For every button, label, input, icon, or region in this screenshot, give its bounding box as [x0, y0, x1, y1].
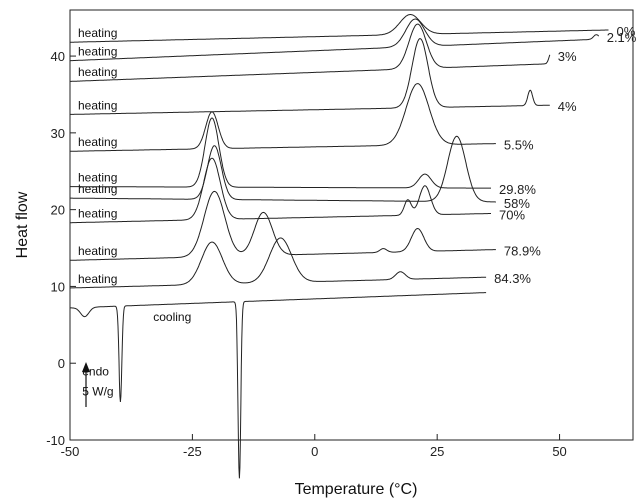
endo-annotation: endo [82, 365, 109, 379]
heating-curve [70, 157, 491, 224]
cooling-curve [70, 292, 487, 479]
scale-annotation: 5 W/g [82, 384, 113, 398]
thermogram-curves [69, 14, 609, 479]
heating-label: heating [78, 182, 117, 196]
heating-label: heating [78, 44, 117, 58]
series-name-label: 5.5% [504, 138, 534, 153]
heating-label: heating [78, 135, 117, 149]
heating-curve [69, 14, 609, 43]
heating-label: heating [78, 207, 117, 221]
y-tick-label: 20 [51, 203, 65, 218]
heating-label: heating [78, 272, 117, 286]
y-tick-label: -10 [46, 433, 65, 448]
heating-label: heating [78, 98, 117, 112]
series-name-label: 0% [617, 24, 636, 39]
heating-curve [70, 117, 491, 189]
series-name-label: 84.3% [494, 271, 531, 286]
x-tick-label: 50 [552, 444, 566, 459]
heating-curve [70, 135, 496, 203]
series-name-label: 70% [499, 207, 525, 222]
y-tick-label: 0 [58, 356, 65, 371]
heating-curve [70, 83, 496, 152]
heating-curve [70, 18, 600, 62]
series-name-label: 29.8% [499, 182, 536, 197]
heating-label: heating [78, 65, 117, 79]
heating-curve [70, 190, 496, 261]
heating-label: heating [78, 171, 117, 185]
axis-ticks: -50 -25 0 25 50 -10 0 10 20 30 40 [46, 49, 567, 459]
heating-label: heating [78, 244, 117, 258]
x-axis-label: Temperature (°C) [295, 481, 418, 498]
series-name-label: 3% [558, 49, 577, 64]
x-tick-label: -50 [61, 444, 80, 459]
y-tick-label: 30 [51, 126, 65, 141]
series-name-label: 4% [558, 99, 577, 114]
heating-curve [70, 23, 551, 82]
y-axis-label: Heat flow [14, 191, 31, 258]
x-tick-label: -25 [183, 444, 202, 459]
curve-labels: heating 0% heating 2.1% heating 3% heating 4% he… [78, 24, 637, 324]
y-tick-label: 40 [51, 49, 65, 64]
endo-arrow-head [82, 362, 90, 372]
heating-label: heating [78, 26, 117, 40]
series-name-label: 78.9% [504, 244, 541, 259]
y-tick-label: 10 [51, 279, 65, 294]
series-name-label: 58% [504, 196, 530, 211]
series-name-label: 2.1% [607, 30, 637, 45]
cooling-label: cooling [153, 310, 191, 324]
plot-frame [69, 9, 634, 441]
heating-curve [70, 38, 550, 115]
x-tick-label: 25 [430, 444, 444, 459]
heating-curve [70, 237, 487, 289]
x-tick-label: 0 [311, 444, 318, 459]
